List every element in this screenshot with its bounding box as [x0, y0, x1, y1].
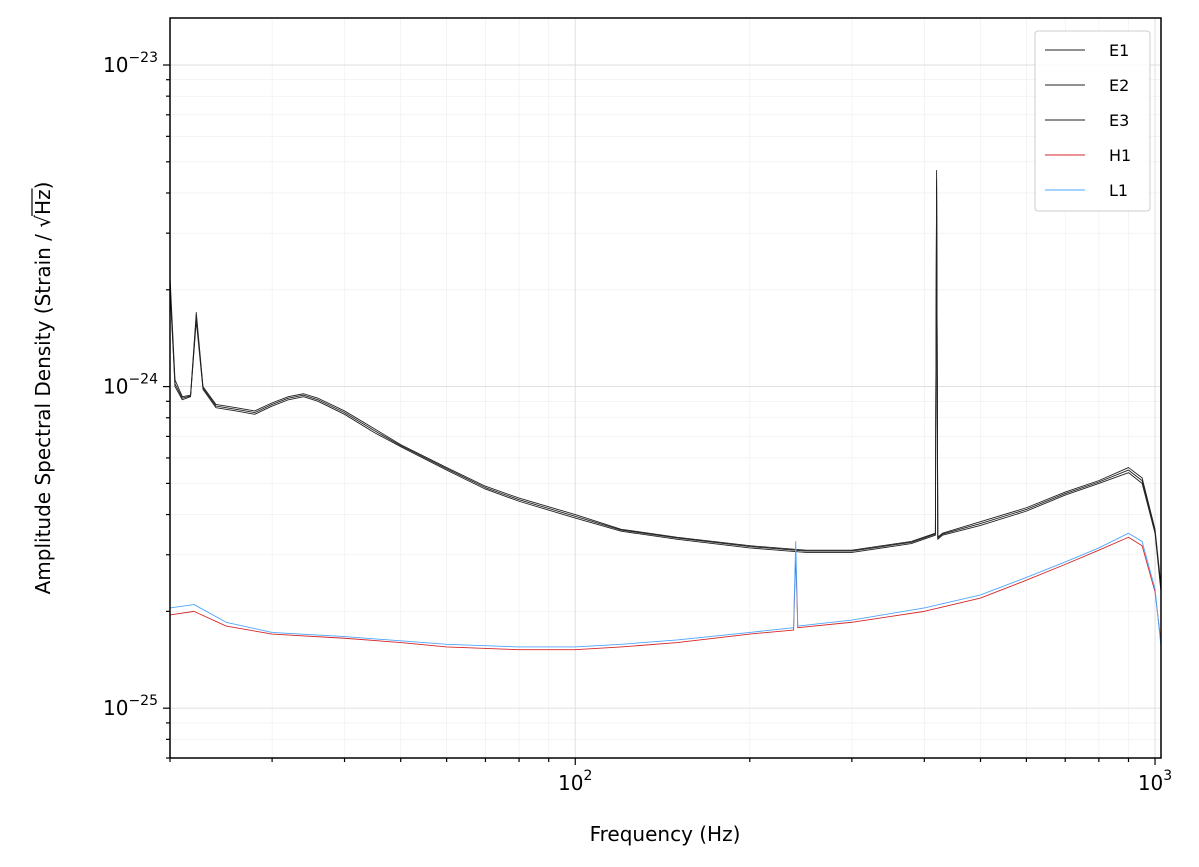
y-tick-label-base: 10: [103, 375, 128, 399]
y-axis-label-sqrt: √: [31, 215, 55, 228]
major-grid: [170, 18, 1161, 758]
y-tick-label: 10−25: [103, 693, 158, 720]
series-line-e3: [170, 179, 1161, 589]
y-tick-label-exponent: −25: [128, 693, 158, 709]
series-layer: [170, 170, 1161, 651]
x-axis-label: Frequency (Hz): [590, 822, 741, 846]
y-axis-label-prefix: Amplitude Spectral Density (Strain /: [31, 228, 55, 595]
y-tick-label: 10−23: [103, 50, 158, 77]
y-axis-label-sqrt-arg: Hz: [31, 189, 55, 215]
svg-text:Amplitude Spectral Density (St: Amplitude Spectral Density (Strain / √Hz…: [31, 182, 55, 595]
x-tick-label-exponent: 3: [1163, 768, 1172, 784]
x-tick-label-exponent: 2: [584, 768, 593, 784]
minor-grid: [169, 18, 1161, 759]
series-line-e1: [170, 170, 1161, 586]
legend-label-e1: E1: [1109, 41, 1129, 60]
y-tick-label: 10−24: [103, 372, 158, 399]
series-line-e2: [170, 185, 1161, 592]
x-tick-label: 102: [558, 768, 592, 795]
plot-frame: [169, 17, 1162, 759]
x-tick-label: 103: [1138, 768, 1172, 795]
x-tick-label-base: 10: [1138, 771, 1163, 795]
y-tick-label-base: 10: [103, 696, 128, 720]
y-tick-label-exponent: −23: [128, 50, 158, 66]
legend-label-e2: E2: [1109, 76, 1129, 95]
series-line-l1: [170, 532, 1161, 648]
y-axis-label: Amplitude Spectral Density (Strain / √Hz…: [31, 182, 55, 595]
legend: E1 E2 E3 H1 L1: [1034, 30, 1151, 212]
series-line-h1: [170, 536, 1161, 651]
legend-label-l1: L1: [1109, 181, 1128, 200]
legend-label-e3: E3: [1109, 111, 1129, 130]
y-tick-label-exponent: −24: [128, 372, 158, 388]
x-tick-label-base: 10: [558, 771, 583, 795]
legend-label-h1: H1: [1109, 146, 1131, 165]
y-axis-label-suffix: ): [31, 182, 55, 190]
ticks-layer: [163, 64, 1156, 765]
legend-box: [1034, 30, 1151, 212]
y-tick-label-base: 10: [103, 53, 128, 77]
